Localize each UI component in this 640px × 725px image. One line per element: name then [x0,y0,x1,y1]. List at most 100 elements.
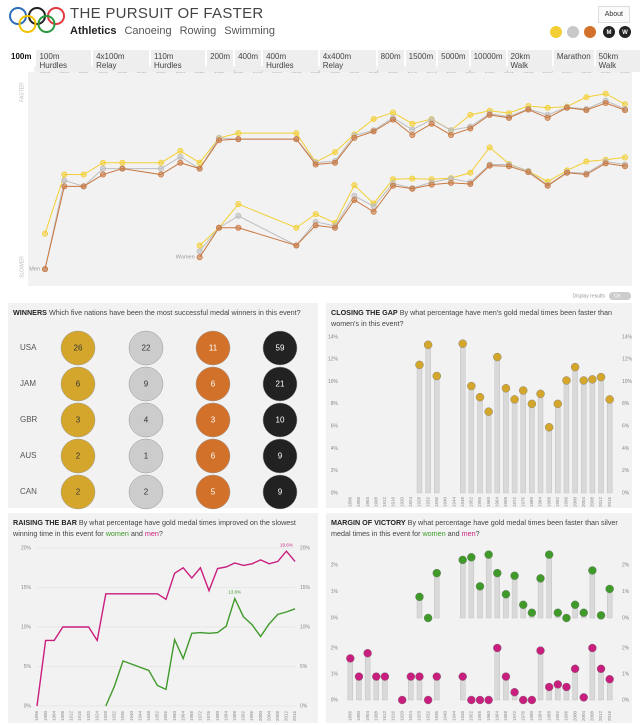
y-tick-label: 8% [331,401,339,407]
event-tab[interactable]: Marathon [553,50,594,72]
data-point [61,171,68,178]
bronze-toggle[interactable] [584,26,596,38]
bar-dot [484,695,493,705]
toggle[interactable] [609,292,631,300]
y-tick-label: 0% [24,703,32,709]
sport-tab[interactable]: Swimming [224,25,275,37]
data-point [42,230,49,237]
x-tick-label: 1984 [465,69,476,74]
event-tab[interactable]: 5000m [438,50,469,72]
sport-tab[interactable]: Rowing [179,25,217,37]
panel-question: By what percentage have men's gold medal… [331,308,613,328]
x-tick-label: 1908 [373,496,378,507]
x-tick-label: 1980 [529,496,534,507]
x-tick-label: 1976 [520,496,525,507]
event-tab[interactable]: 4x100m Relay [93,50,150,72]
data-point [409,126,416,133]
silver-toggle[interactable] [567,26,579,38]
event-tab[interactable]: 800m [377,50,404,72]
bar [563,380,570,494]
medal-count: 2 [76,452,81,461]
gold-toggle[interactable] [550,26,562,38]
x-tick-label: 1964 [494,496,499,507]
event-tab[interactable]: 200m [207,50,234,72]
data-point [486,162,493,169]
event-tab[interactable]: 110m Hurdles [151,50,206,72]
event-tab[interactable]: 400m [235,50,262,72]
data-point [583,158,590,165]
y-tick-label: 12% [328,357,339,363]
men-button-label: M [607,30,612,36]
sport-tab[interactable]: Canoeing [124,25,172,37]
bar [503,388,509,494]
bar-dot [519,695,528,705]
y-tick-label: 0% [622,615,630,621]
event-tab[interactable]: 50km Walk [595,50,640,72]
data-point [447,131,454,138]
x-tick-label: 1948 [460,710,465,721]
data-point [389,109,396,116]
data-point [235,224,242,231]
bar-dot [415,592,424,602]
medal-count-circle [60,438,96,474]
y-tick-label: 2% [622,468,630,474]
x-tick-label: 1964 [180,710,185,721]
about-button[interactable]: About [597,6,630,23]
y-tick-label: 2% [622,563,630,569]
bar-dot [458,672,467,681]
data-point [312,211,319,218]
data-point [525,169,532,176]
x-tick-label: 1920 [399,710,404,721]
y-tick-label: 2% [331,563,339,569]
data-point [544,182,551,189]
country-label: JAM [20,379,36,388]
data-point [486,144,493,151]
event-tab[interactable]: 1500m [405,50,437,72]
bar-dot [510,688,519,697]
men-toggle[interactable] [603,26,615,38]
data-point [100,171,107,178]
bar-dot [596,372,606,382]
x-tick-label: 2004 [266,710,271,721]
q1: By what percentage have gold medal times… [13,518,296,538]
event-tab[interactable]: 100m [8,50,35,72]
bar-dot [536,574,545,583]
event-tab[interactable]: 20km Walk [507,50,552,72]
data-point [370,208,377,215]
y-tick-label: 6% [331,423,339,429]
event-tab[interactable]: 100m Hurdles [36,50,92,72]
bar-dot [493,643,502,653]
sport-tab[interactable]: Athletics [70,25,117,37]
event-tab[interactable]: 4x400m Relay [319,50,376,72]
x-tick-label: 1904 [365,496,370,507]
x-tick-label: 1964 [494,710,499,721]
medal-count-circle [128,330,164,366]
bar-dot [501,590,511,599]
bar-dot [475,582,485,591]
bar [485,554,492,619]
data-point [61,177,68,184]
panel-question: Which five nations have been the most su… [48,308,301,317]
x-tick-label: 1936 [434,710,439,721]
q3: ? [475,529,480,538]
y-tick-label: 5% [24,664,32,670]
bar-dot [544,550,554,559]
y-tick-label: 1% [331,589,339,595]
data-point [583,171,590,178]
event-tab[interactable]: 10000m [470,50,506,72]
bar-dot [570,600,580,609]
bar-dot [346,654,355,663]
axis-label: FASTER [19,82,25,102]
event-tab[interactable]: 400m Hurdles [263,50,318,72]
bar-dot [544,682,554,692]
bar-dot [493,352,502,362]
medal-count: 1 [144,452,149,461]
value-label: 13.6% [228,590,241,595]
x-tick-label: 2000 [258,710,263,721]
data-point [100,159,107,166]
x-tick-label: 1932 [425,710,430,721]
women-toggle[interactable] [619,26,631,38]
bar-dot [605,584,614,594]
bar-dot [553,399,563,409]
